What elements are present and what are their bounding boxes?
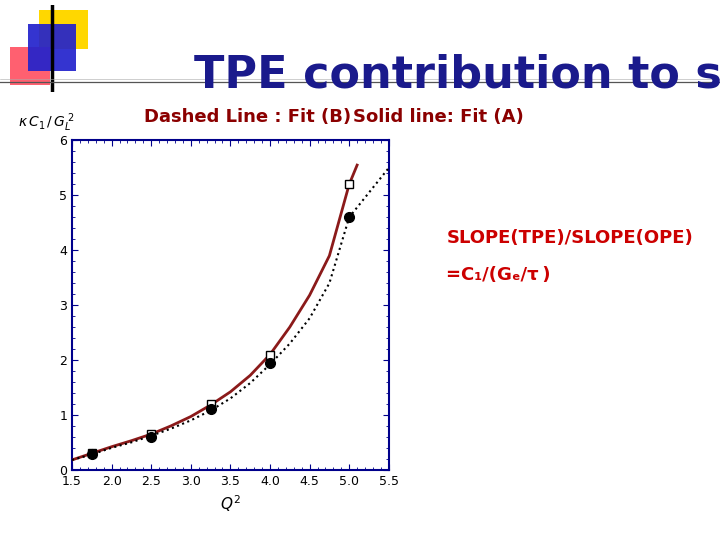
Text: SLOPE(TPE)/SLOPE(OPE): SLOPE(TPE)/SLOPE(OPE) (446, 228, 693, 247)
Text: $\kappa\,C_1\,/\,G_L^{\,2}$: $\kappa\,C_1\,/\,G_L^{\,2}$ (18, 111, 74, 134)
Text: TPE contribution to slope: TPE contribution to slope (194, 54, 720, 97)
X-axis label: $Q^2$: $Q^2$ (220, 493, 240, 514)
Bar (40, 10, 88, 49)
Text: =C₁/(Gₑ/τ ): =C₁/(Gₑ/τ ) (446, 266, 551, 285)
Text: Dashed Line : Fit (B): Dashed Line : Fit (B) (144, 108, 351, 126)
Bar (28, 24, 76, 71)
Text: Solid line: Fit (A): Solid line: Fit (A) (353, 108, 523, 126)
Bar (9, 47, 50, 85)
